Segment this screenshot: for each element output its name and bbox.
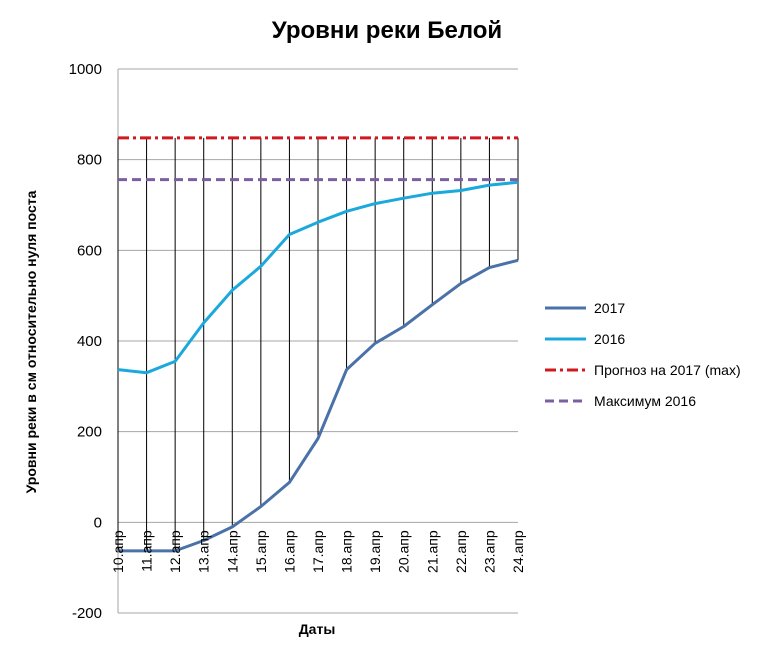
y-axis-ticks: -200 0 200 400 600 800 1000: [69, 61, 102, 622]
series-line-2017: [118, 258, 519, 553]
x-tick-label: 12.апр: [167, 530, 183, 573]
x-tick-label: 23.апр: [481, 530, 497, 573]
legend-entry-label: 2016: [594, 331, 625, 347]
drop-lines: [117, 137, 519, 551]
x-tick-label: 11.апр: [139, 530, 155, 572]
legend-entry-label: Максимум 2016: [594, 393, 696, 409]
x-axis-ticks: 10.апр 11.апр 12.апр 13.апр 14.апр 15.апр 16.а…: [110, 530, 526, 573]
y-tick-label: -200: [72, 605, 102, 622]
y-axis-label: Уровни реки в см относительно нуля поста: [23, 190, 39, 493]
x-tick-label: 16.апр: [281, 530, 297, 573]
x-tick-label: 22.апр: [453, 530, 469, 573]
y-tick-label: 800: [77, 152, 102, 169]
series-lines: [117, 136, 519, 553]
y-tick-label: 600: [77, 242, 102, 259]
legend: 2017 2016 Прогноз на 2017 (max) Максимум 20…: [545, 300, 741, 409]
legend-entry-label: Прогноз на 2017 (max): [594, 362, 741, 378]
x-tick-label: 19.апр: [367, 530, 383, 573]
x-tick-label: 21.апр: [424, 530, 440, 573]
x-tick-label: 13.апр: [196, 530, 212, 573]
x-tick-label: 17.апр: [310, 530, 326, 573]
y-tick-label: 0: [94, 514, 102, 531]
legend-entry-label: 2017: [594, 300, 625, 316]
x-tick-label: 15.апр: [253, 530, 269, 573]
y-tick-label: 1000: [69, 61, 102, 78]
series-line-2016: [117, 180, 519, 375]
x-tick-label: 20.апр: [396, 530, 412, 573]
x-tick-label: 10.апр: [110, 530, 126, 573]
y-tick-label: 400: [77, 333, 102, 350]
x-axis-label: Даты: [299, 621, 336, 637]
x-tick-label: 24.апр: [510, 530, 526, 573]
y-tick-label: 200: [77, 424, 102, 441]
x-tick-label: 18.апр: [339, 530, 355, 573]
x-tick-label: 14.апр: [224, 530, 240, 573]
chart-title: Уровни реки Белой: [272, 17, 502, 44]
